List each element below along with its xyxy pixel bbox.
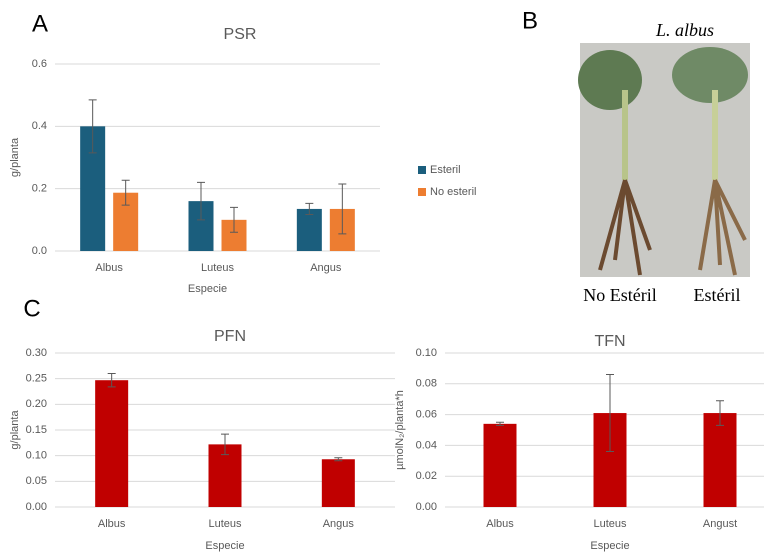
bar (95, 380, 128, 507)
y-tick-label: 0.00 (416, 501, 437, 513)
y-tick-label: 0.15 (26, 424, 47, 436)
panel-label: C (23, 295, 40, 322)
x-tick-label: Angust (703, 518, 737, 530)
bar (297, 209, 322, 251)
y-tick-label: 0.0 (32, 245, 47, 257)
y-axis-label: g/planta (9, 137, 21, 177)
y-tick-label: 0.10 (26, 450, 47, 462)
photo-label: Estéril (694, 285, 741, 305)
bar (704, 413, 737, 507)
y-tick-label: 0.08 (416, 378, 437, 390)
x-tick-label: Albus (98, 518, 126, 530)
x-tick-label: Luteus (208, 518, 242, 530)
x-axis-label: Especie (205, 540, 244, 552)
y-tick-label: 0.6 (32, 58, 47, 70)
x-tick-label: Albus (486, 518, 514, 530)
photo-title: L. albus (655, 20, 714, 40)
photo-label: No Estéril (583, 285, 657, 305)
y-tick-label: 0.04 (416, 439, 437, 451)
bar (322, 459, 355, 507)
legend-swatch (418, 188, 426, 196)
panel-label: A (32, 10, 48, 37)
x-axis-label: Especie (590, 540, 629, 552)
bar (484, 424, 517, 507)
y-tick-label: 0.4 (32, 120, 47, 132)
legend-swatch (418, 166, 426, 174)
y-tick-label: 0.25 (26, 373, 47, 385)
leaves (578, 50, 642, 110)
photo (578, 43, 750, 277)
x-tick-label: Albus (95, 262, 123, 274)
y-axis-label: g/planta (9, 410, 21, 450)
stem (712, 90, 718, 180)
y-tick-label: 0.20 (26, 398, 47, 410)
x-tick-label: Angus (323, 518, 355, 530)
figure: A B C L. albus No Estéril Estéril PSR Esp… (0, 0, 764, 554)
y-tick-label: 0.05 (26, 475, 47, 487)
y-tick-label: 0.00 (26, 501, 47, 513)
legend-label: No esteril (430, 186, 476, 198)
x-tick-label: Luteus (593, 518, 627, 530)
leaves (672, 47, 748, 103)
y-tick-label: 0.02 (416, 470, 437, 482)
y-tick-label: 0.2 (32, 183, 47, 195)
x-tick-label: Angus (310, 262, 342, 274)
y-axis-label: µmolN₂/planta*h (394, 390, 406, 470)
panel-label: B (522, 7, 538, 34)
stem (622, 90, 628, 180)
y-tick-label: 0.10 (416, 347, 437, 359)
chart-title: TFN (594, 333, 625, 350)
y-tick-label: 0.06 (416, 409, 437, 421)
x-axis-label: Especie (188, 283, 227, 295)
legend-label: Esteril (430, 164, 461, 176)
x-tick-label: Luteus (201, 262, 235, 274)
chart-title: PFN (214, 328, 246, 345)
chart-title: PSR (224, 26, 257, 43)
y-tick-label: 0.30 (26, 347, 47, 359)
